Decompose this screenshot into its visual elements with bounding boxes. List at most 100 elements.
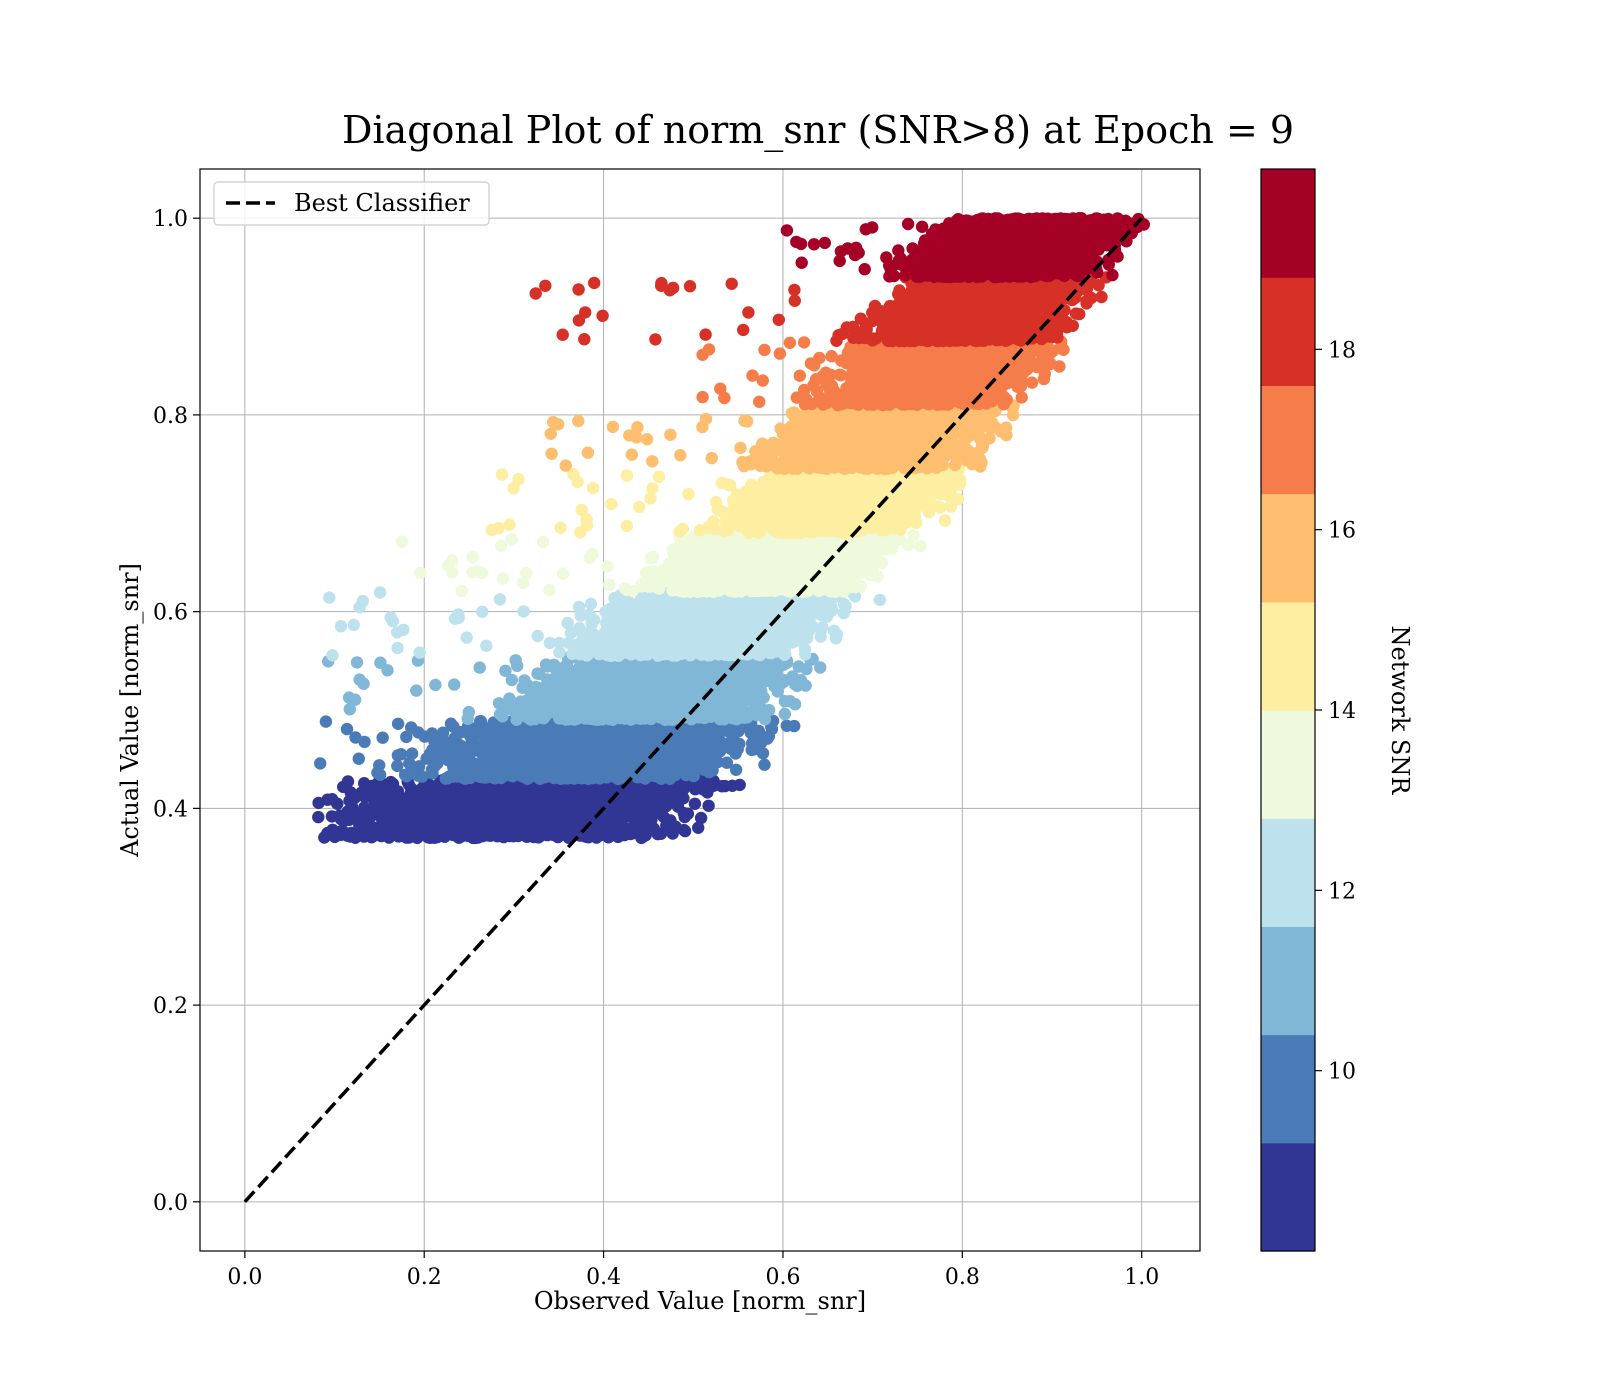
scatter-point [429, 678, 442, 692]
scatter-point [350, 656, 364, 669]
scatter-point [619, 804, 632, 817]
scatter-point [509, 654, 522, 667]
scatter-point [646, 809, 659, 822]
scatter-point [705, 662, 718, 675]
scatter-point [601, 819, 614, 832]
scatter-point [428, 734, 441, 748]
scatter-point [605, 759, 618, 772]
scatter-point [689, 783, 702, 796]
scatter-point [628, 743, 641, 756]
scatter-point [771, 685, 784, 698]
scatter-point [610, 828, 624, 841]
scatter-point [692, 821, 705, 834]
scatter-point [653, 785, 666, 799]
scatter-point [318, 831, 331, 844]
scatter-point [438, 743, 451, 757]
scatter-point [530, 767, 543, 780]
scatter-point [628, 709, 641, 722]
scatter-point [635, 828, 648, 841]
scatter-point [471, 768, 484, 782]
scatter-point [534, 682, 547, 695]
scatter-point [532, 831, 545, 844]
scatter-point [410, 767, 423, 781]
scatter-point [578, 743, 591, 757]
scatter-point [553, 689, 566, 702]
scatter-point [618, 758, 632, 772]
scatter-point [677, 757, 690, 770]
scatter-point [542, 695, 555, 709]
scatter-point [665, 685, 678, 699]
scatter-point [538, 750, 552, 763]
scatter-point [444, 717, 458, 730]
scatter-point [615, 729, 628, 742]
scatter-point [706, 705, 719, 718]
scatter-point [623, 827, 636, 840]
scatter-point [499, 664, 512, 677]
scatter-point [701, 786, 714, 799]
scatter-point [456, 771, 469, 784]
series-band [322, 649, 827, 726]
scatter-point [345, 800, 359, 813]
scatter-point [353, 812, 367, 825]
scatter-point [733, 737, 746, 751]
scatter-point [553, 674, 566, 687]
scatter-point [556, 772, 570, 785]
scatter-point [496, 710, 509, 723]
scatter-point [582, 696, 595, 709]
scatter-point [391, 749, 405, 762]
scatter-point [711, 738, 724, 751]
scatter-point [613, 687, 626, 700]
scatter-point [633, 673, 646, 686]
scatter-point [352, 752, 365, 765]
scatter-point [379, 798, 392, 811]
scatter-point [319, 715, 333, 728]
scatter-point [492, 793, 505, 806]
scatter-point [717, 713, 731, 726]
scatter-point [688, 797, 702, 810]
scatter-point [505, 766, 518, 779]
scatter-point [410, 684, 423, 697]
scatter-point [604, 668, 618, 682]
scatter-point [513, 730, 527, 744]
scatter-point [733, 778, 746, 792]
scatter-point [394, 825, 407, 839]
scatter-point [635, 786, 648, 800]
scatter-point [541, 767, 554, 780]
scatter-point [531, 667, 544, 680]
scatter-point [792, 660, 805, 673]
scatter-point [391, 717, 405, 730]
scatter-point [503, 786, 516, 799]
scatter-point [677, 806, 690, 820]
scatter-point [780, 719, 793, 732]
scatter-point [755, 685, 768, 698]
scatter-point [778, 707, 791, 721]
scatter-point [344, 830, 357, 843]
scatter-point [312, 796, 325, 810]
scatter-point [571, 702, 584, 716]
scatter-point [667, 746, 680, 759]
scatter-point [405, 721, 418, 734]
scatter-point [499, 739, 512, 752]
scatter-point [572, 662, 585, 675]
scatter-point [493, 752, 506, 765]
scatter-point [473, 661, 486, 674]
scatter-point [594, 757, 608, 771]
scatter-point [611, 745, 625, 758]
scatter-point [472, 829, 486, 843]
scatter-point [474, 715, 487, 728]
scatter-point [365, 831, 378, 844]
scatter-point [681, 662, 694, 676]
scatter-point [578, 830, 592, 843]
scatter-point [702, 799, 715, 812]
scatter-point [546, 815, 560, 829]
scatter-point [472, 790, 485, 803]
scatter-point [563, 750, 577, 764]
scatter-point [357, 677, 370, 690]
scatter-point [594, 700, 608, 714]
scatter-point [714, 691, 727, 705]
scatter-point [515, 707, 528, 720]
scatter-point [496, 815, 509, 829]
scatter-point [405, 747, 419, 760]
scatter-point [358, 735, 371, 749]
scatter-point [492, 829, 506, 842]
